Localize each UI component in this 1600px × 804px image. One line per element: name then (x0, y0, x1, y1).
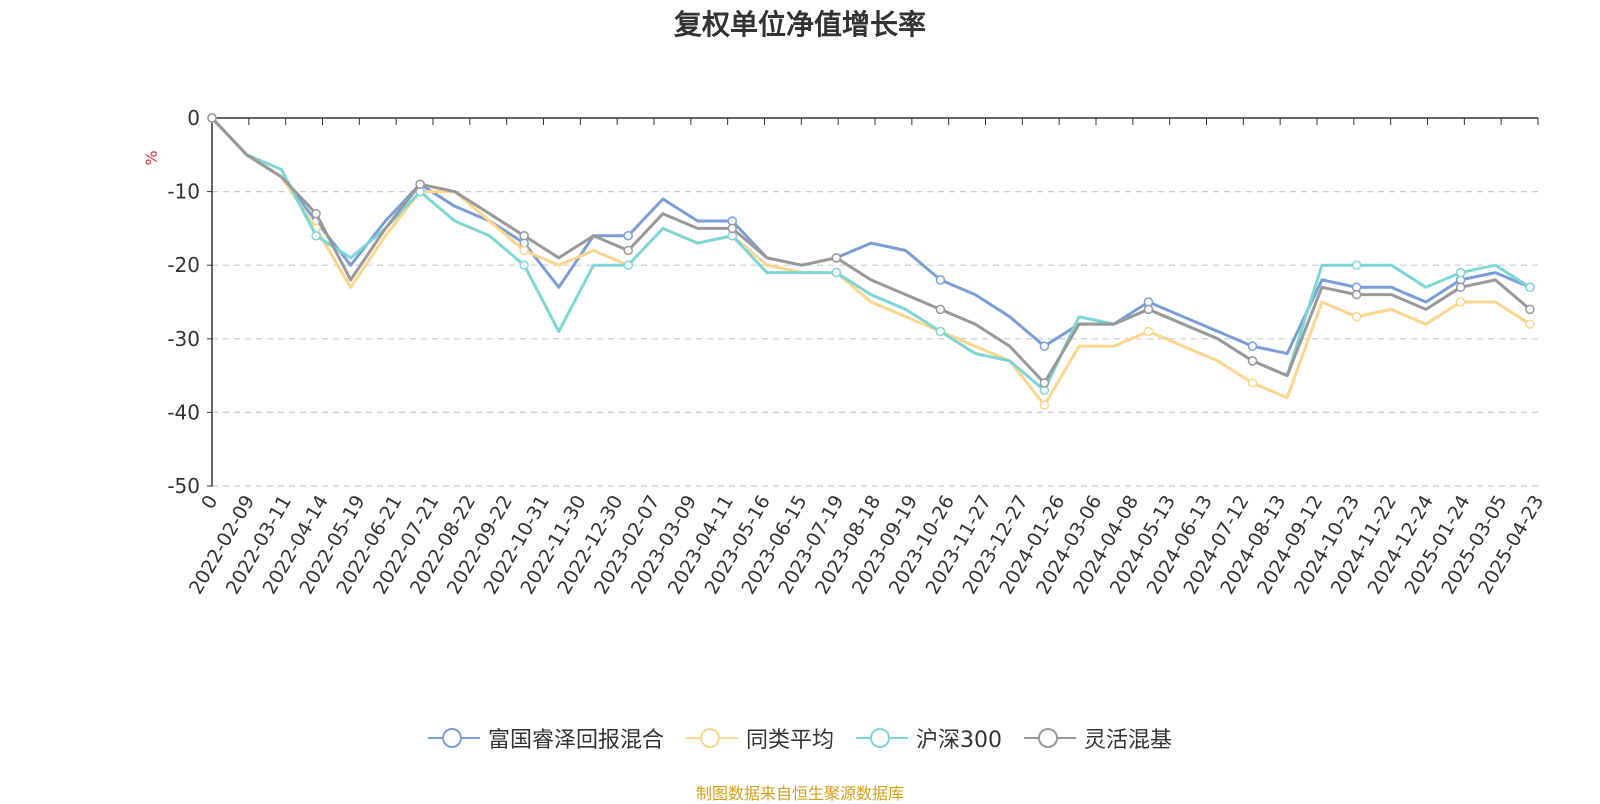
data-point (831, 253, 842, 263)
series-line-0 (210, 116, 1531, 355)
y-tick-label: 0 (187, 106, 200, 130)
source-note: 制图数据来自恒生聚源数据库 (695, 784, 904, 803)
legend: 富国睿泽回报混合 同类平均 沪深300 灵活混基 (0, 722, 1600, 754)
data-point (1039, 400, 1050, 410)
data-point (1247, 356, 1258, 366)
data-point (1351, 289, 1362, 300)
data-point (727, 223, 738, 234)
data-point (1455, 267, 1466, 278)
y-tick-label: -10 (167, 180, 200, 204)
legend-label-hs300: 沪深300 (916, 728, 1002, 753)
axis-layer: 0-10-20-30-40-5002022-02-092022-03-11202… (167, 106, 1548, 598)
series-line-1 (210, 116, 1531, 407)
data-point (519, 231, 529, 241)
series-line-2 (210, 116, 1531, 392)
y-tick-label: -20 (167, 253, 200, 277)
legend-marker-peer-average (685, 726, 738, 750)
data-point (1143, 304, 1154, 315)
x-tick-label: 0 (197, 492, 222, 513)
legend-label-fund: 富国睿泽回报混合 (487, 728, 664, 753)
legend-marker-hs300 (856, 726, 908, 750)
data-point (1351, 260, 1362, 270)
y-tick-label: -30 (167, 327, 200, 351)
series-layer (207, 113, 1535, 410)
legend-item-flexible-mixed[interactable]: 灵活混基 (1024, 722, 1172, 754)
data-point (1455, 297, 1466, 307)
legend-label-flexible-mixed: 灵活混基 (1084, 728, 1173, 753)
data-point (1525, 319, 1535, 329)
data-point (935, 304, 946, 315)
data-point (311, 208, 321, 219)
legend-item-fund[interactable]: 富国睿泽回报混合 (427, 722, 664, 754)
data-point (519, 245, 529, 256)
legend-label-peer-average: 同类平均 (745, 728, 834, 753)
data-point (1247, 378, 1258, 388)
data-point (935, 326, 946, 337)
data-point (623, 260, 633, 270)
data-point (207, 113, 217, 123)
data-point (1455, 282, 1466, 293)
data-point (1143, 326, 1154, 337)
data-point (415, 179, 425, 189)
legend-marker-flexible-mixed (1024, 726, 1076, 750)
data-point (1525, 304, 1535, 315)
y-tick-label: -50 (167, 474, 200, 498)
y-axis-unit-label: % (142, 150, 161, 165)
series-line-3 (210, 116, 1531, 385)
data-point (935, 275, 946, 285)
legend-marker-fund (427, 726, 480, 750)
data-point (1525, 282, 1535, 293)
data-point (311, 231, 321, 241)
line-chart: 0-10-20-30-40-5002022-02-092022-03-11202… (142, 106, 1548, 598)
data-point (623, 245, 633, 256)
y-tick-label: -40 (167, 400, 200, 424)
legend-item-hs300[interactable]: 沪深300 (856, 722, 1002, 754)
data-point (1351, 311, 1362, 322)
chart-title: 复权单位净值增长率 (673, 8, 926, 41)
data-point (1039, 378, 1050, 388)
data-point (1039, 341, 1050, 351)
data-point (519, 260, 529, 270)
data-point (831, 267, 842, 278)
data-point (1247, 341, 1258, 351)
data-point (623, 231, 633, 241)
grid-layer (212, 191, 1538, 487)
legend-item-peer-average[interactable]: 同类平均 (685, 722, 834, 754)
